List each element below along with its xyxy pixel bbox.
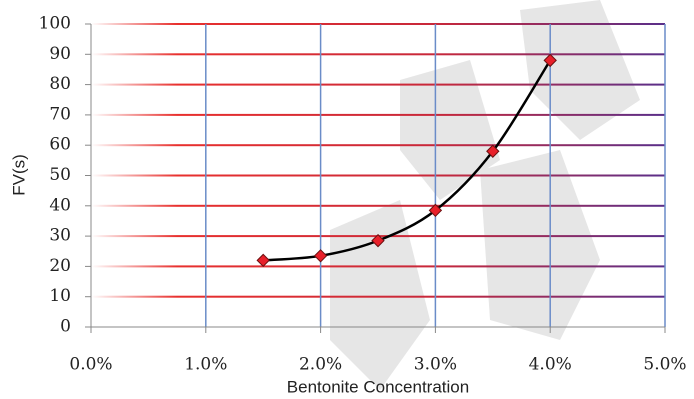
data-point: [486, 144, 500, 158]
grid-line: [91, 174, 665, 177]
watermark: [330, 0, 640, 390]
grid-line: [91, 113, 665, 116]
y-tick-label: 10: [49, 286, 71, 306]
data-point: [256, 253, 270, 268]
y-axis-title: FV(s): [9, 154, 28, 196]
x-tick-label: 0.0%: [69, 355, 112, 375]
x-tick-label: 1.0%: [184, 355, 227, 375]
x-tick-label: 5.0%: [643, 355, 686, 375]
x-tick-label: 3.0%: [414, 355, 457, 375]
y-tick-label: 80: [49, 74, 71, 94]
y-tick-label: 0: [60, 317, 71, 337]
y-tick-label: 20: [49, 256, 71, 276]
data-point: [543, 53, 557, 68]
grid-line: [91, 23, 665, 25]
data-point: [371, 233, 385, 248]
y-tick-label: 100: [39, 14, 71, 34]
x-tick-label: 2.0%: [299, 355, 342, 375]
y-tick-label: 70: [49, 104, 71, 124]
grid-line: [91, 53, 665, 56]
y-tick-label: 60: [49, 135, 71, 155]
y-tick-label: 50: [49, 165, 71, 185]
x-axis-title: Bentonite Concentration: [287, 377, 469, 396]
grid-line: [91, 295, 665, 298]
grid-line: [91, 204, 665, 207]
y-tick-label: 30: [49, 226, 71, 246]
grid-line: [91, 265, 665, 268]
x-tick-label: 4.0%: [529, 355, 572, 375]
data-point: [428, 203, 443, 218]
grid-line: [91, 144, 665, 147]
grid-line: [91, 83, 665, 86]
y-tick-label: 40: [49, 195, 71, 215]
data-point: [313, 249, 328, 263]
y-tick-label: 90: [49, 44, 71, 64]
